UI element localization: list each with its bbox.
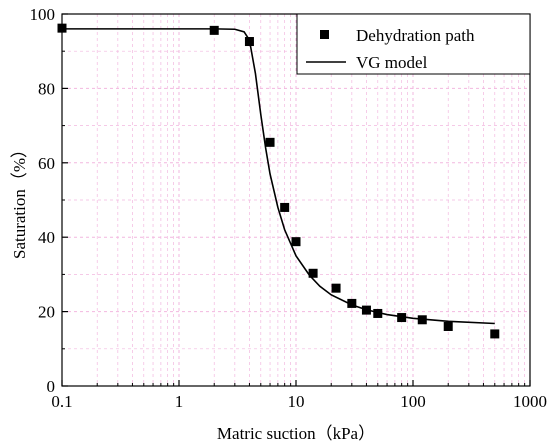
legend: Dehydration path VG model: [296, 13, 531, 75]
data-point: [347, 298, 357, 308]
y-axis-tick-labels: 0 20 40 60 80 100: [30, 5, 56, 396]
y-axis-ticks: [62, 13, 68, 387]
x-axis-tick-labels: 0.1 1 10 100 1000: [51, 392, 547, 411]
data-point: [490, 329, 500, 339]
y-tick-label: 80: [38, 79, 55, 98]
x-tick-label: 1000: [513, 392, 547, 411]
legend-box: [296, 13, 531, 75]
data-point: [291, 237, 301, 247]
grid: [62, 14, 530, 386]
data-point: [280, 202, 290, 212]
data-point: [397, 313, 407, 323]
x-tick-label: 100: [400, 392, 426, 411]
data-point: [265, 137, 275, 147]
x-tick-label: 1: [175, 392, 184, 411]
x-axis-ticks: [61, 380, 531, 386]
y-tick-label: 0: [47, 377, 56, 396]
y-tick-label: 60: [38, 154, 55, 173]
data-point: [244, 37, 254, 47]
data-point: [361, 305, 371, 315]
legend-marker-square: [320, 30, 329, 39]
x-tick-label: 0.1: [51, 392, 72, 411]
y-tick-label: 40: [38, 228, 55, 247]
data-point: [417, 315, 427, 325]
y-tick-label: 100: [30, 5, 56, 24]
y-tick-label: 20: [38, 303, 55, 322]
data-point: [308, 268, 318, 278]
x-axis-label: Matric suction（kPa）: [217, 424, 375, 443]
legend-label-vg-model: VG model: [356, 53, 428, 72]
data-point: [331, 283, 341, 293]
x-tick-label: 10: [288, 392, 305, 411]
y-axis-label: Saturation（%）: [10, 141, 29, 259]
data-point: [373, 308, 383, 318]
legend-label-dehydration-path: Dehydration path: [356, 26, 475, 45]
data-point: [443, 321, 453, 331]
data-point: [209, 25, 219, 35]
